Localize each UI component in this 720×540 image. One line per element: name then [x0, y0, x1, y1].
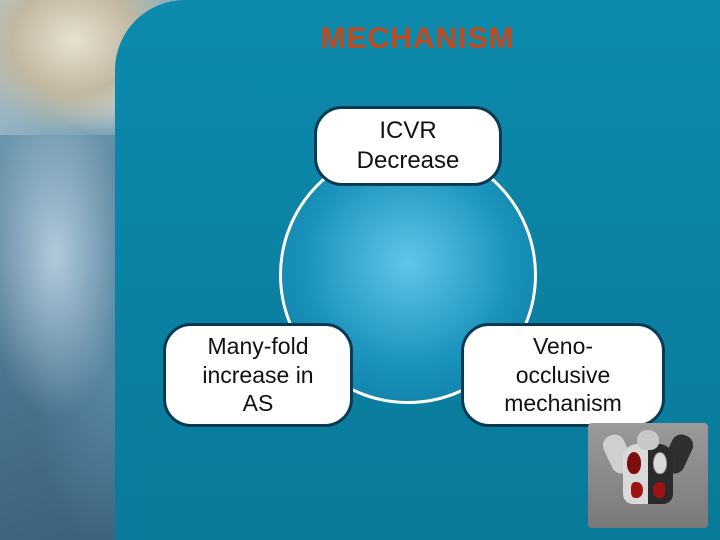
cycle-node-bottom-left-label: Many-foldincrease inAS	[202, 332, 313, 418]
cycle-node-bottom-right: Veno-occlusivemechanism	[461, 323, 665, 427]
slide-title: MECHANISM	[115, 22, 720, 56]
cycle-node-top-label: ICVRDecrease	[357, 116, 460, 176]
cycle-node-bottom-left: Many-foldincrease inAS	[163, 323, 353, 427]
cycle-node-top: ICVRDecrease	[314, 106, 502, 186]
cycle-node-bottom-right-label: Veno-occlusivemechanism	[504, 332, 622, 418]
corner-anatomy-illustration	[588, 423, 708, 528]
torso-icon	[613, 432, 683, 520]
